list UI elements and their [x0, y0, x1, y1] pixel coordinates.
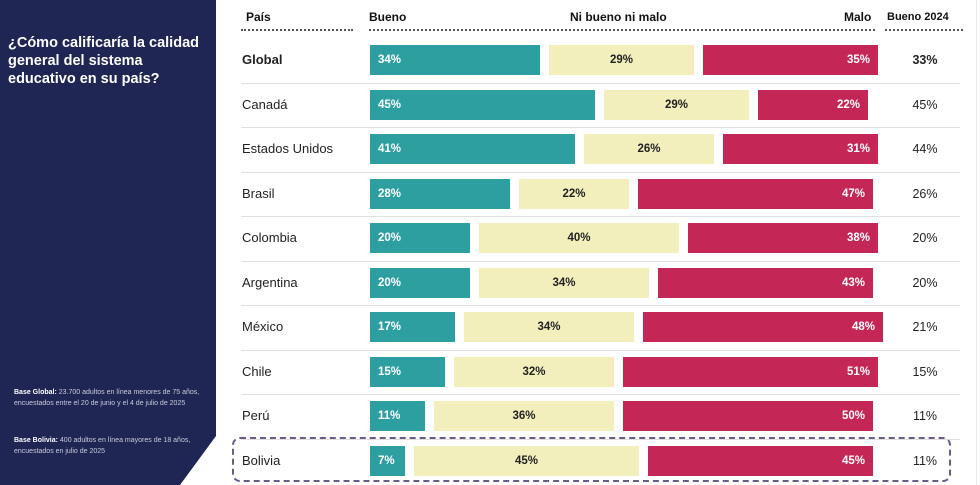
bar-good-canada: 45% [370, 90, 595, 120]
bar-neutral-canada: 29% [604, 90, 749, 120]
bar-neutral-estados-unidos: 26% [584, 134, 714, 164]
country-label-brasil: Brasil [242, 186, 275, 201]
bar-good-peru: 11% [370, 401, 425, 431]
right-border [976, 0, 977, 485]
bar-neutral-argentina: 34% [479, 268, 649, 298]
prev-value-mexico: 21% [912, 320, 938, 334]
prev-value-global: 33% [912, 53, 938, 67]
base-bolivia-note: Base Bolivia: 400 adultos en línea mayor… [14, 436, 200, 457]
bar-good-bolivia: 7% [370, 446, 405, 476]
bar-bad-chile: 51% [623, 357, 878, 387]
bar-neutral-peru: 36% [434, 401, 614, 431]
base-bolivia-text: 400 adultos en línea mayores de 18 años,… [14, 437, 191, 455]
bar-bad-brasil: 47% [638, 179, 873, 209]
bar-neutral-colombia: 40% [479, 223, 679, 253]
prev-value-canada: 45% [912, 98, 938, 112]
bar-bad-peru: 50% [623, 401, 873, 431]
country-label-global: Global [242, 52, 283, 67]
base-global-label: Base Global: [14, 389, 57, 396]
prev-value-peru: 11% [912, 409, 938, 423]
bar-bad-colombia: 38% [688, 223, 878, 253]
header-divider [241, 29, 353, 31]
prev-value-argentina: 20% [912, 276, 938, 290]
row-separator [241, 83, 960, 84]
bar-neutral-brasil: 22% [519, 179, 629, 209]
row-separator [241, 350, 960, 351]
base-bolivia-label: Base Bolivia: [14, 437, 58, 444]
country-label-canada: Canadá [242, 97, 288, 112]
bar-good-global: 34% [370, 45, 540, 75]
left-panel: ¿Cómo calificaría la calidad general del… [0, 0, 216, 485]
prev-value-bolivia: 11% [912, 454, 938, 468]
country-label-chile: Chile [242, 364, 272, 379]
prev-value-chile: 15% [912, 365, 938, 379]
bar-neutral-chile: 32% [454, 357, 614, 387]
row-separator [241, 172, 960, 173]
row-separator [241, 127, 960, 128]
prev-value-colombia: 20% [912, 231, 938, 245]
header-good: Bueno [369, 10, 407, 24]
bar-bad-canada: 22% [758, 90, 868, 120]
country-label-estados-unidos: Estados Unidos [242, 141, 334, 156]
bar-good-colombia: 20% [370, 223, 470, 253]
bar-good-mexico: 17% [370, 312, 455, 342]
bolivia-highlight-box [232, 437, 951, 482]
header-country: País [246, 10, 271, 24]
header-prev: Bueno 2024 [887, 11, 949, 23]
row-separator [241, 261, 960, 262]
bar-good-brasil: 28% [370, 179, 510, 209]
country-label-peru: Perú [242, 408, 270, 423]
bar-bad-global: 35% [703, 45, 878, 75]
prev-value-brasil: 26% [912, 187, 938, 201]
row-separator [241, 305, 960, 306]
header-divider [369, 29, 875, 31]
bar-good-chile: 15% [370, 357, 445, 387]
prev-value-estados-unidos: 44% [912, 142, 938, 156]
row-separator [241, 394, 960, 395]
header-neutral: Ni bueno ni malo [570, 10, 667, 24]
country-label-argentina: Argentina [242, 275, 298, 290]
country-label-mexico: México [242, 319, 284, 334]
chart-question: ¿Cómo calificaría la calidad general del… [8, 35, 199, 87]
bar-bad-mexico: 48% [643, 312, 883, 342]
row-separator [241, 439, 960, 440]
bar-neutral-bolivia: 45% [414, 446, 639, 476]
bar-neutral-global: 29% [549, 45, 694, 75]
base-global-note: Base Global: 23.700 adultos en línea men… [14, 388, 200, 409]
header-divider [885, 29, 963, 31]
bar-bad-bolivia: 45% [648, 446, 873, 476]
bar-good-argentina: 20% [370, 268, 470, 298]
bar-bad-argentina: 43% [658, 268, 873, 298]
country-label-colombia: Colombia [242, 230, 297, 245]
country-label-bolivia: Bolivia [242, 453, 281, 468]
bar-good-estados-unidos: 41% [370, 134, 575, 164]
row-separator [241, 216, 960, 217]
header-bad: Malo [844, 10, 872, 24]
base-global-text: 23.700 adultos en línea menores de 75 añ… [14, 389, 200, 407]
bar-bad-estados-unidos: 31% [723, 134, 878, 164]
bar-neutral-mexico: 34% [464, 312, 634, 342]
